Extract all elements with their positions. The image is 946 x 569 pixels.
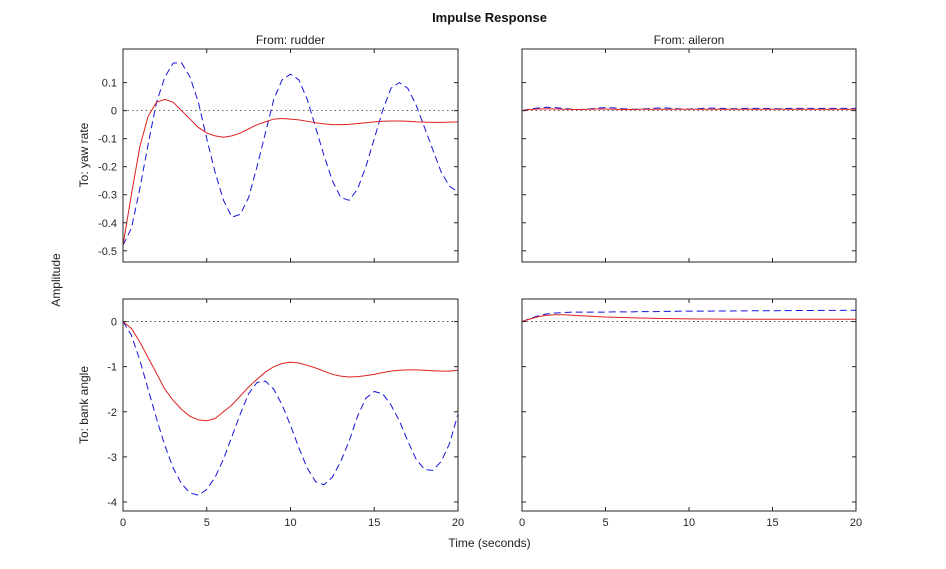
svg-text:-0.3: -0.3	[98, 190, 117, 202]
svg-text:0: 0	[111, 317, 117, 329]
svg-text:-3: -3	[107, 452, 117, 464]
svg-text:0: 0	[120, 517, 126, 529]
svg-text:-1: -1	[107, 362, 117, 374]
svg-text:5: 5	[204, 517, 210, 529]
svg-text:-2: -2	[107, 407, 117, 419]
svg-text:15: 15	[368, 517, 380, 529]
svg-text:-0.2: -0.2	[98, 162, 117, 174]
svg-text:-0.5: -0.5	[98, 246, 117, 258]
svg-text:20: 20	[452, 517, 464, 529]
svg-text:0: 0	[519, 517, 525, 529]
svg-text:20: 20	[850, 517, 862, 529]
svg-text:-0.1: -0.1	[98, 134, 117, 146]
svg-text:0.1: 0.1	[102, 78, 117, 90]
svg-text:-0.4: -0.4	[98, 218, 117, 230]
svg-text:0: 0	[111, 106, 117, 118]
svg-text:10: 10	[683, 517, 695, 529]
svg-text:-4: -4	[107, 497, 117, 509]
svg-text:5: 5	[602, 517, 608, 529]
column-title-rudder: From: rudder	[255, 33, 326, 47]
svg-text:10: 10	[284, 517, 296, 529]
svg-text:15: 15	[766, 517, 778, 529]
x-axis-label: Time (seconds)	[448, 536, 531, 550]
column-title-aileron: From: aileron	[653, 33, 725, 47]
figure-title: Impulse Response	[432, 10, 547, 25]
